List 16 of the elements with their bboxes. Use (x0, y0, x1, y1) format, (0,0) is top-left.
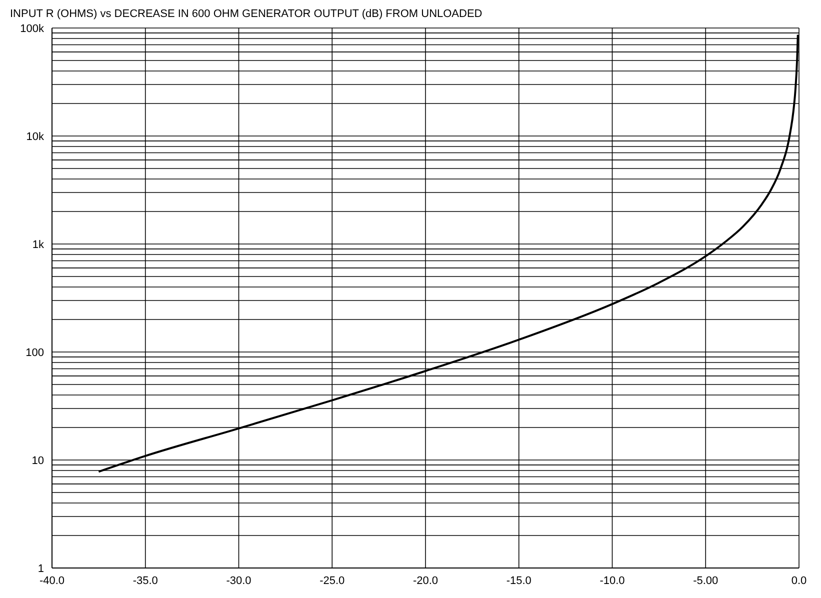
x-tick-label: -35.0 (132, 574, 158, 587)
chart-title: INPUT R (OHMS) vs DECREASE IN 600 OHM GENERATOR OUTPUT (dB) FROM UNLOADED (9, 8, 484, 22)
x-tick-label: -10.0 (600, 574, 625, 587)
y-tick-label: 100 (26, 346, 44, 359)
x-tick-label: -20.0 (412, 574, 438, 587)
x-tick-label: -30.0 (226, 574, 252, 587)
x-tick-label: -5.00 (693, 574, 718, 587)
y-tick-label: 1k (32, 238, 44, 251)
x-tick-label: -15.0 (506, 574, 532, 587)
y-tick-label: 10k (26, 130, 44, 143)
y-tick-label: 100k (20, 22, 44, 35)
x-tick-label: -40.0 (39, 574, 65, 587)
y-tick-label: 1 (38, 562, 44, 575)
x-tick-label: 0.0 (791, 574, 807, 587)
x-tick-label: -25.0 (320, 574, 345, 587)
y-tick-label: 10 (32, 454, 44, 467)
